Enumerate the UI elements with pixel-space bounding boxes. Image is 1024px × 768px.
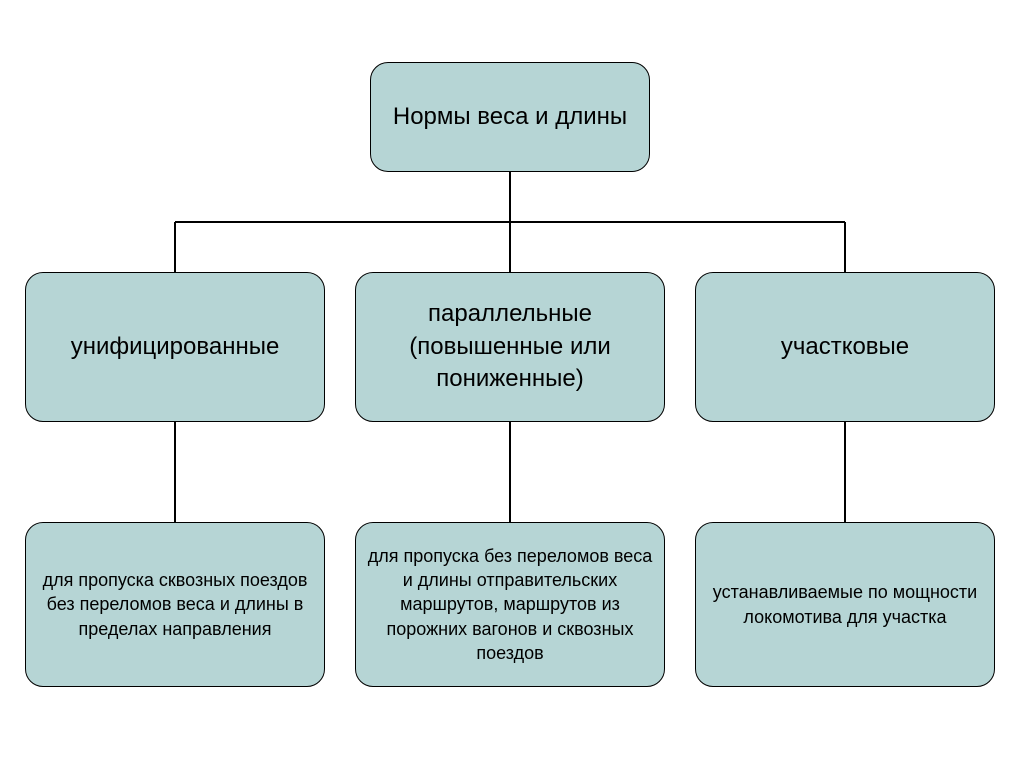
node-mid-right-label: участковые: [781, 331, 909, 363]
node-root: Нормы веса и длины: [370, 62, 650, 172]
node-leaf-center: для пропуска без переломов веса и длины …: [355, 522, 665, 687]
node-leaf-left-label: для пропуска сквозных поездов без перело…: [36, 568, 314, 641]
node-leaf-right: устанавливаемые по мощности локомотива д…: [695, 522, 995, 687]
node-leaf-left: для пропуска сквозных поездов без перело…: [25, 522, 325, 687]
node-mid-center: параллельные (повышенные или пониженные): [355, 272, 665, 422]
node-leaf-right-label: устанавливаемые по мощности локомотива д…: [706, 580, 984, 629]
node-mid-left-label: унифицированные: [71, 331, 280, 363]
node-mid-left: унифицированные: [25, 272, 325, 422]
node-root-label: Нормы веса и длины: [393, 101, 627, 133]
node-leaf-center-label: для пропуска без переломов веса и длины …: [366, 544, 654, 665]
node-mid-right: участковые: [695, 272, 995, 422]
node-mid-center-label: параллельные (повышенные или пониженные): [366, 298, 654, 395]
